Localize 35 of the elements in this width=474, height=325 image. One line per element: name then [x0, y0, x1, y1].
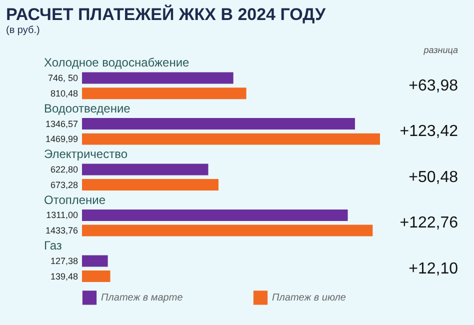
data-label: 746, 50 — [48, 73, 78, 84]
y-tick-label: Отопление — [44, 192, 106, 207]
bar — [82, 72, 234, 84]
y-tick-label: Водоотведение — [44, 101, 131, 116]
data-label: 810,48 — [50, 88, 78, 98]
data-label: 139,48 — [50, 271, 78, 282]
y-tick-label: Электричество — [44, 147, 128, 162]
text: разница — [422, 45, 458, 55]
text: +122,76 — [400, 214, 458, 232]
data-label: 1433,76 — [45, 226, 78, 236]
bar — [82, 88, 246, 100]
y-tick-label: Газ — [44, 238, 62, 253]
text: +123,42 — [400, 123, 458, 140]
bar — [82, 255, 108, 267]
text: +12,10 — [408, 260, 458, 278]
chart-title: РАСЧЕТ ПЛАТЕЖЕЙ ЖКХ В 2024 ГОДУ — [6, 4, 326, 24]
bar — [82, 164, 208, 176]
data-label: 1469,99 — [45, 134, 78, 144]
data-label: 622,80 — [50, 164, 78, 174]
data-label: 127,38 — [50, 256, 78, 266]
data-label: 1346,57 — [45, 118, 78, 129]
bar — [82, 118, 355, 130]
bar — [82, 179, 218, 191]
text: +50,48 — [408, 168, 458, 186]
text: +63,98 — [408, 77, 458, 94]
chart-subtitle: (в руб.) — [6, 25, 40, 36]
data-label: 673,28 — [50, 180, 78, 190]
bar — [82, 224, 373, 236]
legend-label: Платеж в марте — [101, 292, 184, 304]
bar — [82, 209, 348, 221]
bar — [82, 270, 110, 282]
legend-label: Платеж в июле — [272, 292, 346, 304]
data-label: 1311,00 — [46, 210, 78, 220]
bar — [82, 133, 380, 145]
y-tick-label: Холодное водоснабжение — [44, 56, 190, 70]
